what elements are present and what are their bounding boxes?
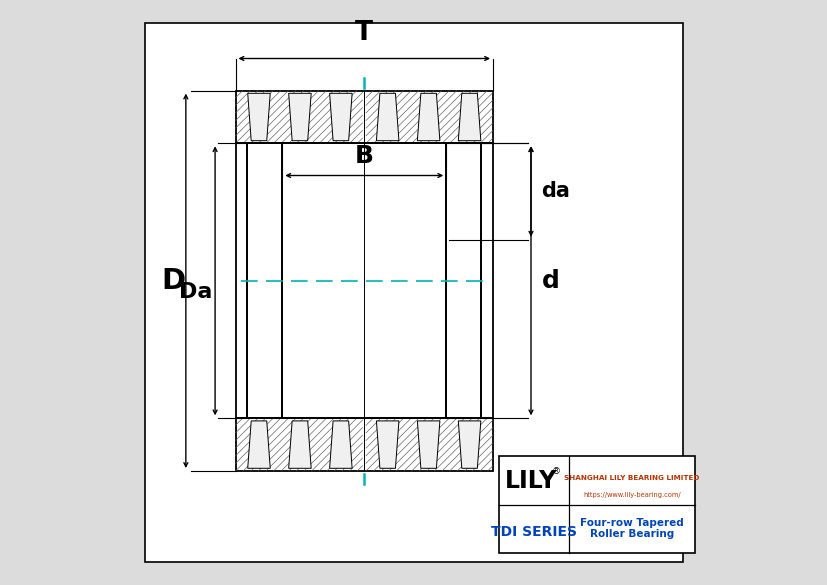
Bar <box>282 143 446 418</box>
Polygon shape <box>329 421 351 468</box>
Text: T: T <box>355 20 373 46</box>
Text: LILY: LILY <box>504 469 557 493</box>
Text: d: d <box>541 269 559 293</box>
Polygon shape <box>417 93 439 141</box>
Text: da: da <box>541 181 570 201</box>
Text: Da: Da <box>179 283 212 302</box>
Text: SHANGHAI LILY BEARING LIMITED: SHANGHAI LILY BEARING LIMITED <box>564 474 699 480</box>
Text: Four-row Tapered
Roller Bearing: Four-row Tapered Roller Bearing <box>580 518 683 539</box>
Bar <box>236 91 492 143</box>
Polygon shape <box>376 421 399 468</box>
Polygon shape <box>289 421 311 468</box>
Bar <box>236 418 492 471</box>
Polygon shape <box>417 421 439 468</box>
Text: ®: ® <box>551 467 560 476</box>
Polygon shape <box>376 93 399 141</box>
Bar <box>498 456 694 553</box>
Text: D: D <box>160 267 184 295</box>
Text: B: B <box>354 144 373 168</box>
Polygon shape <box>329 93 351 141</box>
Polygon shape <box>289 93 311 141</box>
Polygon shape <box>458 93 480 141</box>
Bar <box>247 143 480 418</box>
Polygon shape <box>247 93 270 141</box>
Bar <box>236 143 492 418</box>
Text: https://www.lily-bearing.com/: https://www.lily-bearing.com/ <box>582 492 680 498</box>
Polygon shape <box>247 421 270 468</box>
Polygon shape <box>458 421 480 468</box>
Text: TDI SERIES: TDI SERIES <box>490 525 576 539</box>
